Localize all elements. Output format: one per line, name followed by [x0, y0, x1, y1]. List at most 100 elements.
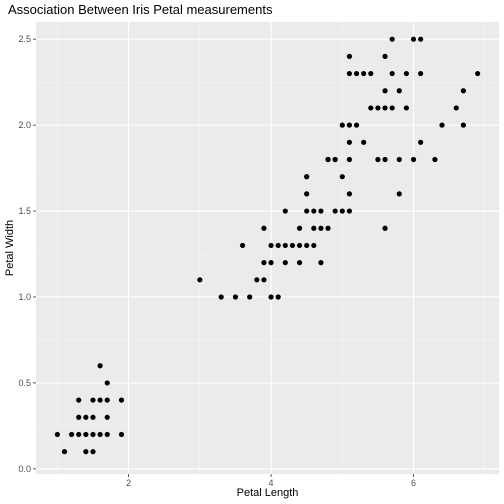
data-point	[197, 277, 203, 283]
data-point	[403, 105, 409, 111]
y-tick-label: 0.5	[18, 378, 31, 388]
data-point	[104, 397, 110, 403]
data-point	[418, 139, 424, 145]
data-point	[318, 260, 324, 266]
data-point	[247, 294, 253, 300]
data-point	[403, 70, 409, 77]
data-point	[282, 260, 288, 266]
data-point	[475, 70, 481, 77]
data-point	[97, 431, 103, 438]
minor-gridlines	[36, 22, 499, 474]
data-point	[346, 156, 353, 163]
data-point	[346, 191, 353, 197]
data-point	[368, 70, 374, 77]
data-point	[254, 277, 260, 283]
y-axis-title: Petal Width	[4, 220, 16, 276]
y-tick-label: 2.0	[18, 120, 31, 130]
x-tick-label: 2	[126, 478, 131, 488]
data-point	[346, 208, 353, 214]
data-point	[389, 105, 395, 111]
data-point	[439, 122, 445, 128]
data-point	[389, 36, 395, 42]
data-point	[368, 105, 374, 111]
data-point	[83, 431, 89, 438]
data-point	[90, 414, 96, 420]
data-point	[339, 208, 345, 214]
data-point	[410, 156, 417, 163]
data-point	[282, 242, 288, 249]
data-point	[218, 294, 224, 300]
data-point	[382, 88, 388, 94]
data-point	[382, 53, 388, 59]
plot-panel	[36, 22, 499, 474]
data-point	[268, 242, 274, 249]
data-point	[346, 70, 353, 77]
data-point	[318, 225, 324, 231]
data-points	[54, 36, 481, 455]
data-point	[304, 191, 310, 197]
data-point	[90, 449, 96, 455]
data-point	[311, 208, 317, 214]
data-point	[76, 414, 82, 420]
data-point	[339, 174, 345, 180]
data-point	[104, 414, 110, 420]
data-point	[382, 156, 388, 163]
data-point	[332, 208, 338, 214]
data-point	[104, 380, 110, 386]
y-tick-label: 1.0	[18, 292, 31, 302]
data-point	[304, 208, 310, 214]
data-point	[346, 122, 353, 128]
data-point	[76, 431, 82, 438]
data-point	[382, 105, 388, 111]
data-point	[418, 70, 424, 77]
data-point	[304, 242, 310, 249]
data-point	[339, 122, 345, 128]
data-point	[232, 294, 239, 300]
data-point	[325, 156, 331, 163]
data-point	[453, 105, 459, 111]
chart-title: Association Between Iris Petal measureme…	[8, 2, 273, 17]
data-point	[346, 53, 353, 59]
data-point	[83, 414, 89, 420]
data-point	[346, 139, 353, 145]
data-point	[332, 156, 338, 163]
data-point	[261, 277, 267, 283]
y-tick-label: 2.5	[18, 34, 31, 44]
data-point	[375, 156, 381, 163]
data-point	[432, 156, 438, 163]
data-point	[69, 431, 75, 438]
data-point	[268, 294, 274, 300]
x-tick-label: 4	[269, 478, 274, 488]
data-point	[296, 225, 303, 231]
y-axis-ticks: 0.0 0.5 1.0 1.5 2.0 2.5	[18, 34, 36, 474]
data-point	[389, 70, 395, 77]
data-point	[83, 449, 89, 455]
data-point	[296, 260, 303, 266]
x-axis-ticks: 2 4 6	[126, 474, 416, 488]
data-point	[325, 225, 331, 231]
data-point	[239, 242, 246, 249]
data-point	[275, 242, 281, 249]
data-point	[97, 363, 103, 369]
data-point	[261, 260, 267, 266]
data-point	[289, 242, 296, 249]
y-tick-label: 0.0	[18, 464, 31, 474]
data-point	[311, 225, 317, 231]
data-point	[361, 139, 367, 145]
data-point	[118, 397, 125, 403]
data-point	[375, 105, 381, 111]
data-point	[396, 156, 402, 163]
data-point	[361, 70, 367, 77]
data-point	[396, 191, 402, 197]
data-point	[275, 294, 281, 300]
data-point	[282, 208, 288, 214]
data-point	[410, 36, 417, 42]
data-point	[261, 225, 267, 231]
data-point	[268, 260, 274, 266]
data-point	[76, 397, 82, 403]
data-point	[90, 397, 96, 403]
data-point	[311, 242, 317, 249]
data-point	[104, 431, 110, 438]
data-point	[353, 122, 360, 128]
data-point	[318, 208, 324, 214]
